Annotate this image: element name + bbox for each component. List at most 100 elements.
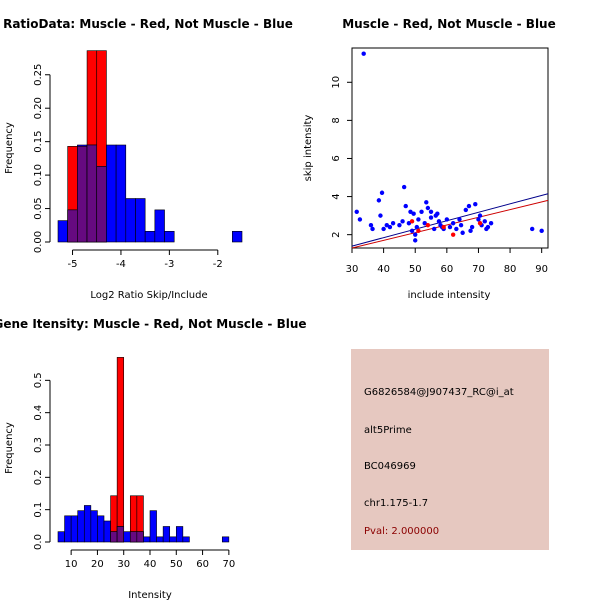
scatter-point — [370, 226, 375, 232]
scatter-y-tick-label: 8 — [331, 117, 342, 123]
ratio-x-tick-label: -5 — [68, 259, 78, 270]
gene-intensity-y-axis: 0.0 0.1 0.2 0.3 0.4 0.5 — [33, 372, 51, 550]
intensity-y-tick-label: 0.1 — [33, 502, 44, 518]
intensity-x-tick-label: 60 — [196, 559, 209, 570]
scatter-point — [368, 222, 374, 228]
scatter-point — [447, 224, 453, 230]
intensity-not-muscle-bar — [90, 510, 98, 543]
gene-intensity-y-label: Frequency — [4, 422, 15, 474]
scatter-point — [477, 213, 483, 218]
scatter-point — [466, 203, 472, 209]
scatter-point — [441, 224, 446, 230]
intensity-not-muscle-bar — [70, 515, 79, 543]
ratio-y-tick-label: 0.20 — [33, 97, 44, 119]
scatter-point — [488, 221, 494, 226]
intensity-y-tick-label: 0.4 — [33, 405, 44, 421]
probe-info-panel: G6826584@J907437_RC@i_at alt5Prime BC046… — [351, 349, 549, 550]
scatter-point — [403, 203, 408, 209]
ratio-not-muscle-bar — [135, 198, 146, 243]
ratio-not-muscle-bar — [232, 230, 243, 243]
gene-intensity-bars — [57, 357, 230, 543]
scatter-y-axis: 2 4 6 8 10 — [331, 76, 352, 238]
scatter-point — [357, 217, 363, 222]
scatter-point — [414, 224, 420, 230]
ratio-overlap-bar — [77, 146, 88, 243]
ratio-y-tick-label: 0.00 — [33, 231, 44, 253]
scatter-points — [354, 51, 544, 243]
ratio-overlap-bar — [86, 144, 98, 243]
ratio-histogram-x-label: Log2 Ratio Skip/Include — [90, 290, 207, 301]
intensity-overlap-bar — [116, 526, 125, 543]
ratio-y-tick-label: 0.15 — [33, 131, 44, 153]
intensity-not-muscle-bar — [83, 505, 92, 543]
probe-id: G6826584@J907437_RC@i_at — [364, 387, 514, 398]
scatter-point — [436, 219, 442, 224]
scatter-point — [416, 228, 421, 234]
scatter-point — [433, 213, 438, 218]
scatter-point — [419, 209, 424, 215]
intensity-not-muscle-bar — [156, 536, 164, 543]
intensity-muscle-bar — [116, 357, 125, 543]
intensity-x-tick-label: 50 — [170, 559, 183, 570]
ratio-not-muscle-bar — [125, 198, 136, 243]
scatter-x-tick-label: 70 — [472, 264, 485, 275]
scatter-point — [476, 217, 481, 222]
ratio-y-tick-label: 0.05 — [33, 197, 44, 219]
scatter-point — [390, 221, 396, 226]
intensity-not-muscle-bar — [77, 510, 85, 543]
intensity-x-tick-label: 40 — [144, 559, 157, 570]
scatter-point — [454, 226, 459, 232]
scatter-fit-lines — [351, 193, 549, 249]
intensity-overlap-bar — [110, 531, 118, 543]
scatter-point — [457, 217, 462, 222]
scatter-point — [428, 215, 434, 220]
scatter-x-tick-label: 50 — [409, 264, 422, 275]
gene-intensity-title: Gene Itensity: Muscle - Red, Not Muscle … — [0, 317, 307, 331]
intensity-y-tick-label: 0.0 — [33, 534, 44, 550]
intensity-x-tick-label: 20 — [91, 559, 104, 570]
scatter-point — [413, 232, 418, 237]
ratio-overlap-bar — [67, 209, 78, 243]
scatter-fit-line — [351, 193, 549, 247]
scatter-point — [444, 217, 450, 222]
scatter-point — [458, 222, 464, 228]
scatter-y-label: skip intensity — [303, 115, 314, 182]
intensity-x-tick-label: 70 — [222, 559, 235, 570]
scatter-x-label: include intensity — [408, 290, 491, 301]
scatter-point — [384, 222, 389, 228]
ratio-histogram-x-axis: -5 -4 -3 -2 — [68, 249, 223, 270]
intensity-scatter: Muscle - Red, Not Muscle - Blue 30 40 50 60… — [303, 17, 556, 301]
scatter-point — [468, 228, 473, 234]
intensity-overlap-bar — [136, 531, 144, 543]
intensity-overlap-bar — [129, 531, 138, 543]
scatter-x-tick-label: 60 — [440, 264, 453, 275]
intensity-y-tick-label: 0.5 — [33, 372, 44, 388]
ratio-histogram-y-label: Frequency — [4, 122, 15, 174]
scatter-point — [409, 228, 415, 234]
scatter-point — [422, 221, 427, 226]
ratio-not-muscle-bar — [106, 144, 117, 243]
scatter-point — [376, 198, 382, 203]
scatter-point — [409, 219, 415, 224]
scatter-point — [416, 217, 421, 222]
scatter-point — [411, 211, 416, 216]
scatter-point — [469, 224, 475, 230]
scatter-point — [424, 200, 429, 205]
intensity-not-muscle-bar — [182, 536, 190, 543]
scatter-point — [401, 184, 407, 190]
scatter-point — [529, 226, 535, 232]
intensity-scatter-title: Muscle - Red, Not Muscle - Blue — [342, 17, 556, 31]
scatter-point — [406, 221, 412, 226]
ratio-histogram-y-axis: 0.00 0.05 0.10 0.15 0.20 0.25 — [33, 64, 51, 253]
p-value: Pval: 2.000000 — [364, 526, 440, 537]
scatter-x-tick-label: 80 — [504, 264, 517, 275]
scatter-point — [408, 209, 413, 215]
intensity-y-tick-label: 0.3 — [33, 437, 44, 453]
ratio-x-tick-label: -4 — [116, 259, 126, 270]
accession-id: BC046969 — [364, 461, 416, 472]
scatter-plot-box — [351, 47, 549, 249]
ratio-histogram: RatioData: Muscle - Red, Not Muscle - Bl… — [3, 17, 293, 301]
ratio-overlap-bar — [96, 166, 107, 243]
intensity-x-tick-label: 10 — [65, 559, 78, 570]
intensity-not-muscle-bar — [123, 531, 131, 543]
